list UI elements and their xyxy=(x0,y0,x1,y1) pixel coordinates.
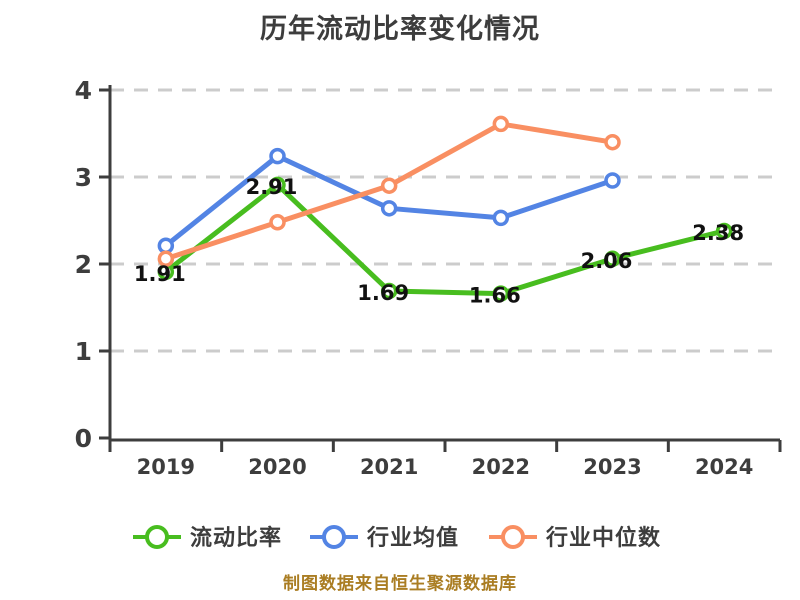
legend-marker-icon xyxy=(322,525,346,549)
data-label: 1.69 xyxy=(357,281,409,305)
data-label: 1.66 xyxy=(469,284,521,308)
x-tick-label: 2023 xyxy=(583,455,641,479)
y-tick-label: 2 xyxy=(75,250,92,279)
legend-marker-icon xyxy=(501,525,525,549)
data-label: 2.06 xyxy=(581,249,633,273)
data-label-layer: 1.91 2.91 1.69 1.66 2.06 2.38 xyxy=(134,175,744,308)
data-point xyxy=(492,115,510,133)
axis-layer: 0 1 2 3 4 2019 2020 2021 2022 2023 2024 xyxy=(75,76,782,479)
data-point xyxy=(715,222,733,240)
x-tick-label: 2022 xyxy=(472,455,530,479)
source-note: 制图数据来自恒生聚源数据库 xyxy=(283,573,517,594)
data-label: 2.38 xyxy=(692,221,744,245)
data-point xyxy=(269,147,286,165)
legend: 流动比率 行业均值 行业中位数 xyxy=(133,525,661,551)
data-point xyxy=(604,133,621,151)
grid-layer xyxy=(110,88,780,353)
chart-title: 历年流动比率变化情况 xyxy=(260,13,540,45)
legend-marker-icon xyxy=(145,525,169,549)
data-point xyxy=(157,250,175,268)
x-tick-label: 2020 xyxy=(248,455,306,479)
data-label: 1.91 xyxy=(134,262,186,286)
legend-item: 行业中位数 xyxy=(489,525,661,551)
legend-label: 行业均值 xyxy=(366,525,459,551)
data-point xyxy=(604,172,621,189)
data-label: 2.91 xyxy=(246,175,298,199)
data-point xyxy=(380,177,398,194)
x-tick-label: 2021 xyxy=(360,455,418,479)
legend-label: 流动比率 xyxy=(190,525,282,551)
x-tick-label: 2024 xyxy=(695,455,753,479)
legend-label: 行业中位数 xyxy=(545,525,661,551)
data-point xyxy=(380,282,398,300)
series-layer xyxy=(157,115,733,302)
legend-item: 流动比率 xyxy=(133,525,282,551)
data-point xyxy=(269,213,286,231)
data-point xyxy=(492,209,510,227)
legend-item: 行业均值 xyxy=(310,525,459,551)
x-tick-label: 2019 xyxy=(137,455,195,479)
data-point xyxy=(604,250,621,268)
series-line-0 xyxy=(163,182,727,297)
data-point xyxy=(157,237,175,254)
y-tick-label: 4 xyxy=(75,76,92,105)
data-point xyxy=(492,285,510,302)
y-tick-label: 3 xyxy=(75,163,92,192)
y-tick-label: 1 xyxy=(75,337,92,366)
data-point xyxy=(269,176,286,194)
y-tick-label: 0 xyxy=(75,424,92,453)
data-point xyxy=(380,200,398,217)
